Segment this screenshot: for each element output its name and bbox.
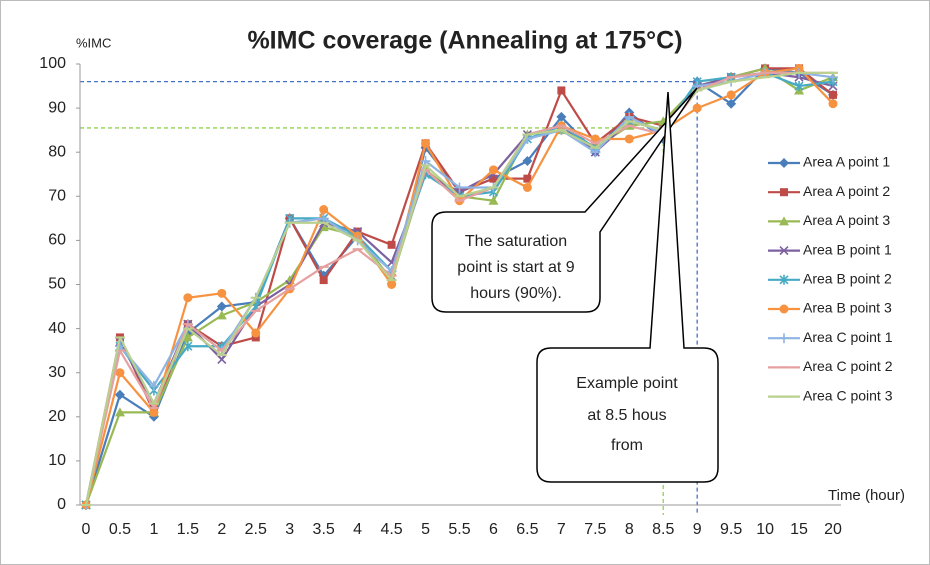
legend-label: Area C point 2 — [803, 358, 893, 374]
y-tick-label: 20 — [48, 408, 66, 425]
legend-label: Area A point 2 — [803, 183, 890, 199]
marker — [829, 91, 837, 99]
x-tick-label: 4.5 — [380, 521, 402, 538]
marker — [217, 289, 226, 298]
y-tick-label: 50 — [48, 276, 66, 293]
x-tick-label: 10 — [756, 521, 774, 538]
x-tick-label: 8 — [625, 521, 634, 538]
marker — [557, 86, 565, 94]
x-tick-label: 6.5 — [516, 521, 538, 538]
callout-text: hours (90%). — [470, 285, 562, 302]
legend-label: Area A point 3 — [803, 212, 890, 228]
x-tick-label: 7.5 — [584, 521, 606, 538]
x-tick-label: 2.5 — [245, 521, 267, 538]
marker — [421, 139, 430, 148]
x-tick-label: 7 — [557, 521, 566, 538]
x-tick-label: 5 — [421, 521, 430, 538]
page: {"chart_data": {"type": "line", "title":… — [0, 0, 930, 565]
marker — [625, 134, 634, 143]
x-tick-label: 3.5 — [313, 521, 335, 538]
chart-title: %IMC coverage (Annealing at 175°C) — [247, 27, 682, 55]
marker — [388, 241, 396, 249]
x-tick-label: 4 — [353, 521, 362, 538]
x-tick-label: 5.5 — [448, 521, 470, 538]
marker — [693, 104, 702, 113]
callout-text: point is start at 9 — [457, 259, 574, 276]
marker — [780, 188, 788, 196]
y-tick-label: 10 — [48, 452, 66, 469]
legend-label: Area A point 1 — [803, 154, 890, 170]
y-tick-label: 70 — [48, 188, 66, 205]
legend-label: Area B point 3 — [803, 300, 892, 316]
callout-text: Example point — [576, 375, 678, 392]
x-tick-label: 3 — [285, 521, 294, 538]
y-axis-label: %IMC — [76, 35, 111, 50]
chart: %IMC coverage (Annealing at 175°C) %IMC … — [0, 0, 930, 565]
x-axis-label: Time (hour) — [828, 487, 905, 504]
x-tick-label: 0.5 — [109, 521, 131, 538]
marker — [319, 205, 328, 214]
x-tick-label: 20 — [824, 521, 842, 538]
callout-text: at 8.5 hous — [587, 407, 666, 424]
y-tick-label: 40 — [48, 320, 66, 337]
y-tick-label: 90 — [48, 99, 66, 116]
legend-label: Area B point 1 — [803, 241, 892, 257]
callout-text: from — [611, 437, 643, 454]
callout-text: The saturation — [465, 233, 567, 250]
x-tick-label: 0 — [82, 521, 91, 538]
marker — [320, 276, 328, 284]
marker — [251, 329, 260, 338]
x-tick-label: 2 — [217, 521, 226, 538]
marker — [829, 99, 838, 108]
marker — [780, 305, 789, 314]
marker — [523, 183, 532, 192]
x-tick-label: 9 — [693, 521, 702, 538]
y-tick-label: 60 — [48, 232, 66, 249]
y-tick-label: 0 — [57, 496, 66, 513]
y-tick-label: 100 — [39, 55, 66, 72]
x-tick-label: 1 — [149, 521, 158, 538]
marker — [149, 408, 158, 417]
x-tick-label: 15 — [790, 521, 808, 538]
x-tick-label: 1.5 — [177, 521, 199, 538]
x-tick-label: 8.5 — [652, 521, 674, 538]
marker — [727, 90, 736, 99]
marker — [489, 165, 498, 174]
legend-label: Area C point 3 — [803, 387, 893, 403]
marker — [183, 293, 192, 302]
y-tick-label: 80 — [48, 143, 66, 160]
x-tick-label: 6 — [489, 521, 498, 538]
x-tick-label: 9.5 — [720, 521, 742, 538]
legend-label: Area B point 2 — [803, 271, 892, 287]
y-tick-label: 30 — [48, 364, 66, 381]
marker — [387, 280, 396, 289]
legend-label: Area C point 1 — [803, 329, 893, 345]
